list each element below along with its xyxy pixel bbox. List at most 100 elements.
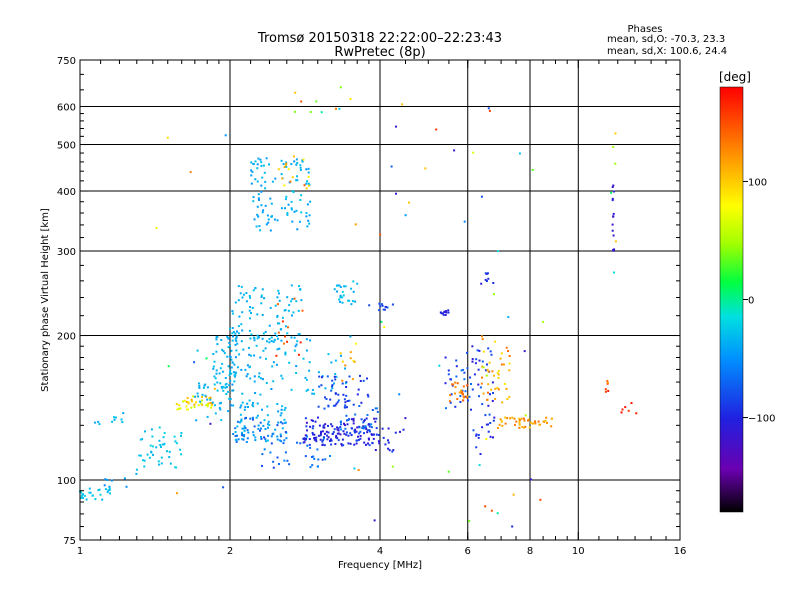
data-point — [358, 426, 361, 429]
data-point — [198, 385, 201, 387]
data-point — [306, 444, 309, 447]
data-point — [355, 442, 358, 445]
data-point — [323, 426, 326, 429]
data-point — [234, 356, 237, 359]
data-point — [262, 424, 265, 427]
data-point — [274, 177, 277, 180]
data-point — [228, 384, 231, 387]
y-axis-label: Stationary phase Virtual Height [km] — [40, 208, 51, 392]
data-point — [335, 435, 338, 437]
data-point — [248, 295, 251, 297]
data-point — [284, 431, 287, 433]
data-point — [377, 434, 380, 436]
data-point — [461, 368, 464, 371]
data-point — [284, 406, 287, 409]
data-point — [246, 437, 249, 440]
data-point — [527, 419, 529, 422]
data-point — [276, 337, 279, 340]
data-point — [277, 322, 279, 325]
data-point — [231, 339, 234, 342]
data-point — [272, 361, 275, 364]
data-point — [334, 378, 337, 381]
data-point — [374, 407, 377, 410]
data-point — [312, 419, 314, 422]
data-point — [222, 389, 225, 392]
data-point — [244, 368, 247, 371]
data-point — [331, 387, 334, 390]
data-point — [249, 306, 252, 308]
data-point — [484, 369, 487, 372]
data-point — [335, 284, 338, 287]
data-point — [534, 422, 537, 425]
data-point — [284, 422, 286, 424]
data-point — [635, 412, 638, 415]
data-point — [234, 343, 237, 346]
data-point — [440, 312, 443, 315]
data-point — [505, 387, 508, 390]
data-point — [216, 335, 219, 338]
data-point — [508, 362, 511, 365]
data-point — [471, 358, 474, 361]
data-point — [98, 423, 101, 426]
data-point — [243, 429, 246, 432]
data-point — [243, 427, 246, 430]
data-point — [364, 425, 367, 428]
data-point — [239, 292, 242, 295]
data-point — [241, 296, 244, 299]
data-point — [359, 435, 362, 437]
data-point — [347, 434, 350, 437]
data-point — [268, 163, 270, 166]
data-point — [270, 340, 273, 343]
data-point — [341, 379, 344, 382]
data-point — [339, 352, 342, 355]
data-point — [123, 477, 126, 480]
data-point — [203, 384, 206, 387]
data-point — [345, 381, 348, 384]
data-point — [234, 431, 237, 433]
data-point — [339, 296, 342, 299]
data-point — [281, 427, 284, 430]
data-point — [220, 419, 223, 422]
data-point — [442, 313, 445, 316]
data-point — [122, 412, 125, 415]
data-point — [89, 491, 92, 494]
data-point — [486, 272, 489, 275]
data-point — [216, 389, 219, 392]
data-point — [534, 420, 536, 423]
data-point — [305, 389, 308, 392]
data-point — [408, 201, 410, 204]
data-point — [162, 436, 165, 439]
data-point — [327, 431, 330, 434]
data-point — [449, 401, 452, 404]
data-point — [283, 409, 286, 411]
data-point — [338, 107, 341, 110]
data-point — [143, 459, 146, 462]
data-point — [270, 388, 273, 390]
data-point — [237, 325, 240, 328]
data-point — [539, 498, 542, 501]
data-point — [236, 330, 238, 333]
data-point — [299, 166, 302, 169]
data-point — [487, 107, 490, 110]
data-point — [325, 398, 328, 400]
data-point — [209, 396, 212, 399]
data-point — [354, 428, 357, 431]
data-point — [121, 421, 124, 424]
data-point — [185, 405, 188, 408]
data-point — [366, 431, 369, 434]
data-point — [367, 423, 370, 426]
data-point — [239, 413, 242, 416]
data-point — [606, 381, 609, 384]
data-point — [295, 343, 298, 346]
data-point — [261, 337, 264, 340]
data-point — [366, 429, 369, 432]
data-point — [478, 395, 480, 398]
data-point — [320, 430, 322, 433]
data-point — [301, 159, 304, 162]
data-point — [186, 397, 189, 400]
data-point — [456, 382, 459, 385]
data-point — [214, 412, 217, 415]
data-point — [380, 303, 383, 306]
data-point — [478, 349, 481, 352]
data-point — [290, 200, 293, 203]
